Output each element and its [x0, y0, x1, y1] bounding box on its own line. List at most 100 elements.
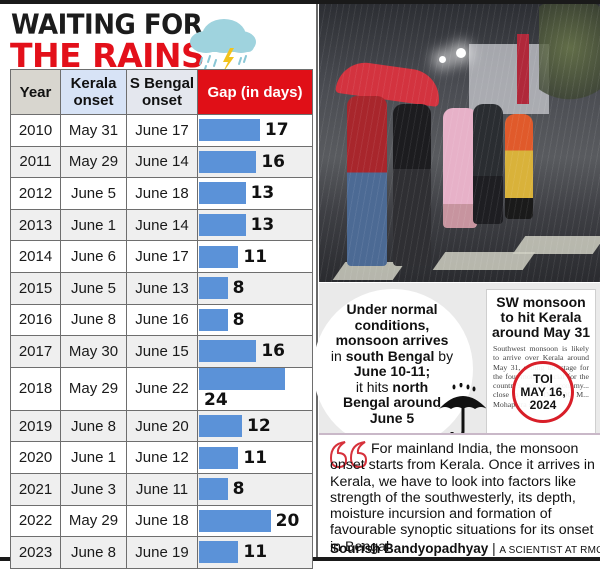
rain-overlay [319, 4, 600, 282]
quote-mark-icon [329, 441, 368, 469]
cell-gap: 12 [197, 409, 313, 443]
header-kerala-onset: Kerala onset [60, 69, 127, 115]
cell-kerala-onset: May 29 [60, 504, 127, 538]
gap-value: 11 [243, 447, 268, 468]
table-row: 2010 May 31 June 17 17 [10, 114, 313, 147]
table-row: 2023 June 8 June 19 11 [10, 536, 313, 569]
cell-year: 2013 [10, 208, 61, 242]
cell-gap: 16 [197, 145, 313, 179]
cell-bengal-onset: June 12 [126, 441, 198, 474]
quote-author-role: A SCIENTIST AT RMC [499, 545, 600, 556]
cell-kerala-onset: June 3 [60, 472, 127, 506]
cell-gap: 17 [197, 114, 313, 147]
gap-value: 16 [261, 151, 285, 172]
gap-bar [199, 119, 260, 142]
gap-bar [199, 214, 246, 237]
table-row: 2017 May 30 June 15 16 [10, 335, 313, 368]
cell-year: 2016 [10, 303, 61, 337]
cell-year: 2015 [10, 271, 61, 305]
title-line-1: WAITING FOR [11, 9, 203, 41]
gap-value: 13 [250, 183, 275, 204]
cell-bengal-onset: June 18 [126, 177, 198, 210]
cell-bengal-onset: June 17 [126, 114, 198, 147]
title-line-2: THE RAINS [10, 36, 205, 75]
cell-year: 2022 [10, 504, 61, 538]
callout-circle: Under normal conditions, monsoon arrives… [313, 289, 473, 449]
gap-value: 8 [232, 479, 245, 500]
cell-kerala-onset: June 8 [60, 303, 127, 337]
gap-value: 11 [243, 246, 268, 267]
cell-gap: 13 [197, 177, 313, 210]
gap-value: 20 [275, 510, 300, 531]
cell-kerala-onset: May 30 [60, 335, 127, 368]
cell-bengal-onset: June 13 [126, 271, 198, 305]
gap-bar [199, 150, 257, 173]
photo-person [473, 104, 503, 224]
gap-bar [199, 245, 239, 268]
cell-gap: 8 [197, 472, 313, 506]
cell-bengal-onset: June 14 [126, 208, 198, 242]
cell-kerala-onset: June 5 [60, 271, 127, 305]
info-panel: Under normal conditions, monsoon arrives… [313, 283, 600, 557]
cell-kerala-onset: June 1 [60, 208, 127, 242]
gap-bar [199, 541, 239, 564]
quote-author: Sourish Bandyopadhyay [330, 541, 489, 556]
cell-kerala-onset: June 6 [60, 240, 127, 273]
gap-bar [199, 277, 228, 300]
cell-year: 2021 [10, 472, 61, 506]
left-panel: WAITING FOR THE RAINS Year Kerala onset S… [0, 4, 318, 569]
table-row: 2016 June 8 June 16 8 [10, 303, 313, 337]
rain-cloud-lightning-icon [190, 19, 256, 74]
photo-tree [539, 4, 600, 114]
cell-kerala-onset: May 29 [60, 366, 127, 411]
table-row: 2011 May 29 June 14 16 [10, 145, 313, 179]
cell-kerala-onset: June 8 [60, 409, 127, 443]
cell-gap: 11 [197, 240, 313, 273]
table-row: 2022 May 29 June 18 20 [10, 504, 313, 538]
table-row: 2020 June 1 June 12 11 [10, 441, 313, 474]
cell-bengal-onset: June 11 [126, 472, 198, 506]
gap-value: 13 [250, 215, 275, 236]
gap-value: 16 [261, 341, 285, 362]
gap-bar [199, 509, 271, 532]
cell-kerala-onset: May 29 [60, 145, 127, 179]
cell-year: 2010 [10, 114, 61, 147]
cell-year: 2012 [10, 177, 61, 210]
header-gap: Gap (in days) [197, 69, 313, 115]
gap-bar [199, 308, 228, 331]
photo-person [505, 114, 533, 219]
gap-value: 8 [232, 278, 245, 299]
table-row: 2019 June 8 June 20 12 [10, 409, 313, 443]
cell-bengal-onset: June 19 [126, 536, 198, 569]
cell-bengal-onset: June 22 [126, 366, 198, 411]
clipping-headline: SW monsoon to hit Kerala around May 31 [491, 294, 591, 340]
gap-value: 8 [232, 309, 245, 330]
gap-bar [199, 367, 285, 390]
street-lamp [456, 48, 466, 58]
cell-year: 2020 [10, 441, 61, 474]
cell-bengal-onset: June 20 [126, 409, 198, 443]
cell-bengal-onset: June 16 [126, 303, 198, 337]
monsoon-gap-table: Year Kerala onset S Bengal onset Gap (in d… [10, 69, 313, 569]
photo-person [347, 96, 387, 266]
cell-year: 2023 [10, 536, 61, 569]
table-row: 2012 June 5 June 18 13 [10, 177, 313, 210]
photo-person [443, 108, 477, 228]
table-row: 2015 June 5 June 13 8 [10, 271, 313, 305]
gap-value: 12 [247, 416, 271, 437]
quote-attribution: Sourish Bandyopadhyay | A SCIENTIST AT R… [330, 541, 600, 556]
cell-gap: 20 [197, 504, 313, 538]
cell-year: 2019 [10, 409, 61, 443]
cell-bengal-onset: June 17 [126, 240, 198, 273]
photo-person [393, 104, 431, 266]
cell-bengal-onset: June 18 [126, 504, 198, 538]
table-row: 2013 June 1 June 14 13 [10, 208, 313, 242]
toi-date-stamp: TOI MAY 16, 2024 [512, 361, 574, 423]
gap-value: 11 [243, 542, 268, 563]
cell-gap: 8 [197, 271, 313, 305]
gap-bar [199, 415, 242, 438]
cell-kerala-onset: June 5 [60, 177, 127, 210]
table-row: 2021 June 3 June 11 8 [10, 472, 313, 506]
quote-box: For mainland India, the monsoon onset st… [319, 433, 600, 557]
cell-year: 2017 [10, 335, 61, 368]
